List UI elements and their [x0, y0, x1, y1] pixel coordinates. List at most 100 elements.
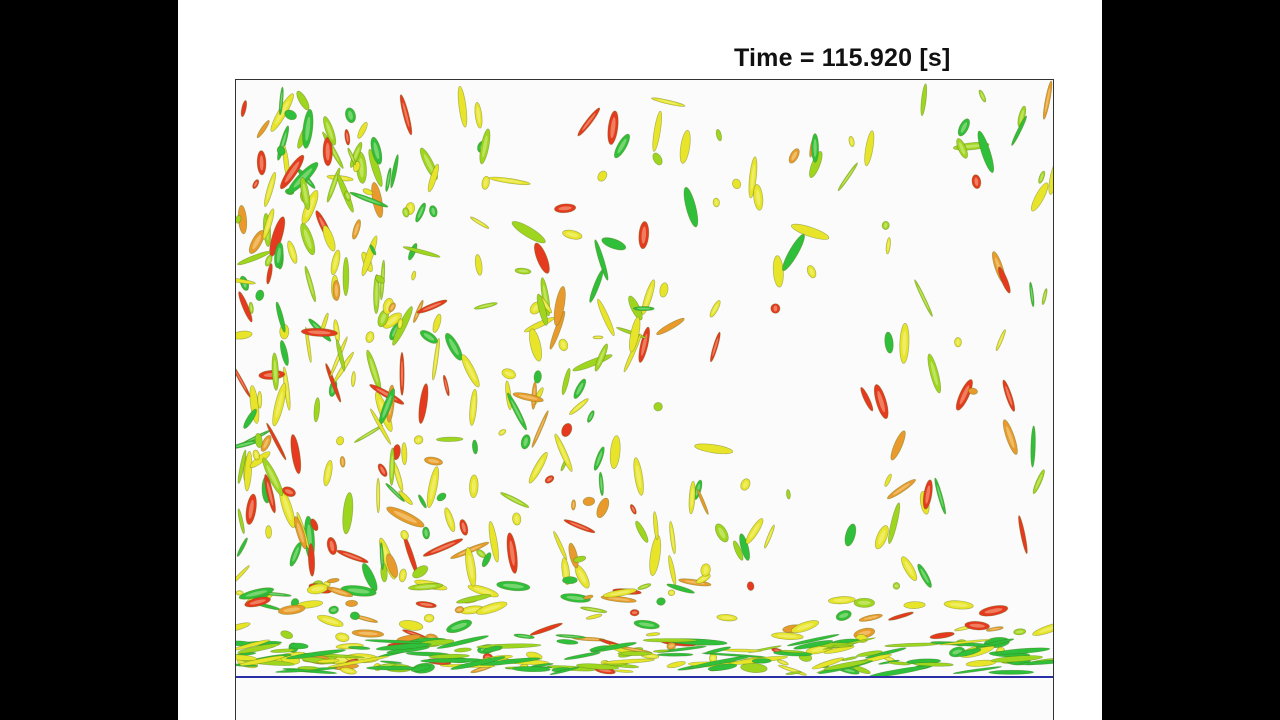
vortex-blob	[957, 118, 970, 137]
vortex-blob	[257, 390, 263, 409]
vortex-blob-highlight	[423, 153, 435, 174]
vortex-blob	[544, 475, 555, 484]
vortex-blob	[827, 596, 856, 605]
vortex-blob-highlight	[779, 660, 787, 664]
vortex-blob	[238, 291, 253, 323]
vortex-blob-highlight	[558, 206, 572, 211]
vortex-blob-highlight	[523, 437, 528, 447]
vortex-blob	[271, 352, 279, 391]
vortex-blob-highlight	[644, 654, 656, 658]
vortex-blob-highlight	[517, 635, 531, 638]
vortex-blob-highlight	[638, 622, 655, 627]
vortex-blob	[809, 151, 823, 178]
vortex-blob-highlight	[594, 336, 602, 339]
vortex-blob-highlight	[456, 608, 463, 612]
vortex-blob-highlight	[640, 584, 649, 589]
vortex-blob	[1017, 105, 1027, 128]
vortex-blob-highlight	[569, 522, 590, 531]
vortex-blob-highlight	[791, 151, 798, 161]
vortex-blob-highlight	[478, 551, 484, 556]
vortex-blob	[376, 477, 381, 514]
vortex-blob-highlight	[582, 113, 596, 131]
vortex-blob	[398, 568, 407, 583]
vortex-blob	[289, 542, 302, 567]
vortex-blob-highlight	[464, 607, 480, 612]
vortex-blob-highlight	[305, 196, 315, 218]
vortex-blob-highlight	[930, 361, 938, 386]
vortex-blob	[745, 518, 764, 545]
vortex-blob	[474, 254, 483, 276]
vortex-blob	[388, 302, 396, 313]
vortex-blob-highlight	[887, 240, 890, 251]
vortex-blob	[365, 331, 375, 343]
vortex-blob	[1048, 160, 1053, 195]
vortex-blob-highlight	[518, 269, 528, 273]
wall-streak	[348, 645, 371, 650]
wall-streak	[297, 666, 319, 671]
vortex-blob	[967, 387, 978, 395]
vortex-blob	[382, 312, 402, 329]
vortex-blob	[488, 521, 499, 563]
vortex-blob	[236, 330, 253, 340]
wall-streak	[549, 666, 580, 676]
vortex-blob-highlight	[482, 604, 502, 612]
vortex-blob-highlight	[1015, 630, 1024, 634]
vortex-blob	[399, 351, 405, 396]
vortex-blob	[694, 443, 734, 455]
vortex-blob-highlight	[566, 595, 585, 601]
vortex-blob-highlight	[714, 199, 718, 206]
vortex-blob	[322, 225, 336, 252]
vortex-blob	[977, 130, 995, 174]
vortex-blob	[512, 512, 522, 526]
vortex-blob	[255, 289, 265, 301]
wall-streak	[657, 652, 694, 657]
vortex-blob-highlight	[248, 499, 254, 519]
vortex-blob	[501, 368, 517, 380]
vortex-blob	[764, 524, 775, 549]
vortex-blob-highlight	[668, 644, 675, 648]
vortex-blob	[997, 266, 1011, 294]
vortex-blob-highlight	[600, 476, 603, 492]
vortex-blob	[1029, 281, 1035, 308]
vortex-blob-highlight	[743, 481, 748, 488]
vortex-blob-highlight	[338, 635, 347, 640]
vortex-blob-highlight	[465, 360, 476, 381]
vortex-blob-highlight	[1006, 426, 1015, 448]
time-label: Time = 115.920 [s]	[734, 44, 951, 72]
vortex-blob	[344, 129, 351, 146]
vortex-blob	[901, 556, 918, 581]
vortex-blob	[580, 606, 608, 613]
vortex-blob	[555, 634, 586, 639]
vortex-blob-highlight	[446, 512, 453, 528]
vortex-blob	[310, 518, 319, 532]
vortex-blob	[934, 477, 947, 515]
vortex-blob	[347, 147, 356, 166]
wall-streak	[366, 665, 418, 671]
vortex-blob	[344, 191, 351, 201]
vortex-blob-highlight	[427, 459, 440, 464]
vortex-blob	[593, 446, 605, 471]
wall-streak	[952, 666, 1003, 675]
vortex-blob-highlight	[690, 487, 694, 508]
vortex-blob	[582, 496, 596, 507]
vortex-blob-highlight	[572, 501, 575, 509]
vortex-blob	[340, 667, 357, 675]
vortex-blob-highlight	[266, 257, 271, 265]
wall-streak	[589, 645, 608, 652]
vortex-blob	[244, 596, 271, 608]
vortex-blob	[528, 328, 543, 362]
vortex-blob-highlight	[576, 382, 584, 395]
vortex-blob	[678, 578, 712, 587]
vortex-blob	[573, 378, 587, 399]
vortex-blob-highlight	[1038, 625, 1053, 633]
vortex-blob	[473, 302, 498, 310]
vortex-blob	[481, 175, 490, 190]
vortex-blob	[351, 629, 385, 638]
vortex-blob	[412, 565, 429, 579]
vortex-blob-highlight	[254, 451, 258, 459]
vortex-blob	[562, 576, 578, 585]
vortex-blob-highlight	[505, 495, 524, 505]
vortex-blob-highlight	[390, 455, 394, 479]
vortex-blob-highlight	[430, 542, 456, 553]
vortex-blob	[332, 280, 341, 301]
